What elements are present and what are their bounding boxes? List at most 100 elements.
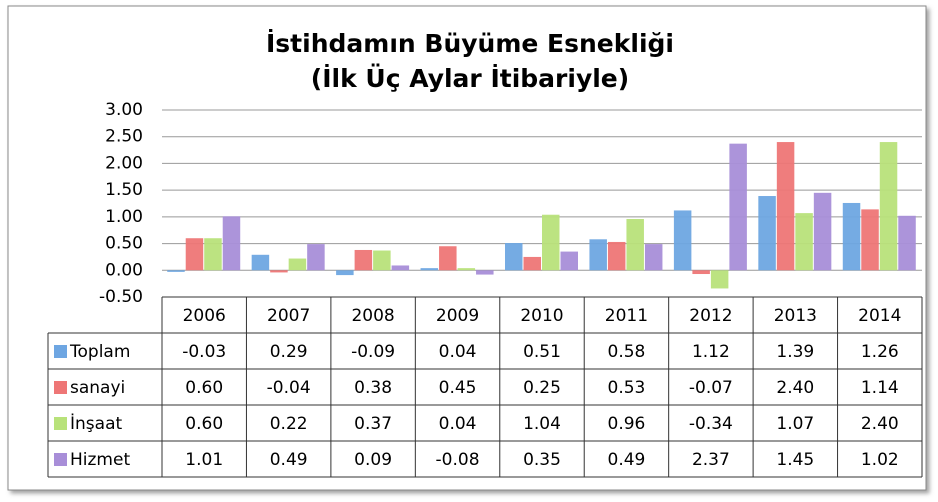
x-tick-label: 2013 — [774, 306, 817, 326]
table-value: -0.04 — [267, 378, 311, 398]
table-value: 0.60 — [185, 378, 223, 398]
table-value: 0.29 — [270, 342, 308, 362]
x-tick-label: 2008 — [351, 306, 394, 326]
table-value: 1.45 — [776, 450, 814, 470]
table-value: 0.04 — [439, 342, 477, 362]
bar — [607, 241, 626, 271]
table-value: 1.01 — [185, 450, 223, 470]
legend-label: sanayi — [70, 378, 125, 398]
bar — [758, 196, 776, 271]
legend-label: İnşaat — [70, 413, 122, 434]
bar — [505, 243, 523, 271]
bar — [523, 256, 541, 271]
table-value: 0.96 — [608, 414, 646, 434]
table-value: 2.40 — [776, 378, 814, 398]
table-value: 0.60 — [185, 414, 223, 434]
table-value: 0.37 — [354, 414, 392, 434]
x-tick-label: 2012 — [689, 306, 732, 326]
table-value: 1.26 — [861, 342, 899, 362]
table-value: 0.09 — [354, 450, 392, 470]
x-tick-label: 2009 — [436, 306, 479, 326]
bar — [270, 270, 288, 273]
bar — [457, 268, 476, 271]
bar — [336, 270, 354, 276]
table-value: -0.09 — [351, 342, 395, 362]
bar — [776, 142, 795, 271]
bar — [692, 270, 710, 275]
bar — [354, 249, 373, 271]
bar — [879, 142, 898, 271]
table-value: 2.40 — [861, 414, 899, 434]
x-tick-label: 2007 — [267, 306, 310, 326]
y-tick-label: 0.50 — [105, 234, 143, 254]
bar — [842, 202, 861, 271]
chart-title: İstihdamın Büyüme Esnekliği — [266, 28, 674, 58]
table-value: -0.07 — [689, 378, 733, 398]
table-value: 0.53 — [608, 378, 646, 398]
bar — [307, 244, 325, 271]
y-tick-label: 0.00 — [105, 260, 143, 280]
bar — [560, 251, 578, 271]
bar — [813, 192, 832, 271]
bar — [476, 270, 494, 275]
bar — [861, 209, 879, 271]
bar — [391, 265, 410, 271]
bar — [222, 216, 241, 271]
bar — [710, 270, 729, 289]
bar — [795, 213, 813, 271]
bar — [373, 250, 391, 271]
legend-swatch — [54, 381, 67, 394]
bar — [542, 214, 560, 271]
bar — [288, 258, 307, 271]
table-value: 0.22 — [270, 414, 308, 434]
table-value: -0.03 — [182, 342, 226, 362]
y-tick-label: 3.00 — [105, 100, 143, 120]
y-tick-label: 2.50 — [105, 127, 143, 147]
bar — [898, 215, 916, 271]
bar — [673, 210, 692, 271]
table-value: 0.49 — [270, 450, 308, 470]
table-value: 0.35 — [523, 450, 561, 470]
bar — [589, 239, 607, 271]
table-value: 0.58 — [608, 342, 646, 362]
x-tick-label: 2011 — [605, 306, 648, 326]
bar — [729, 143, 747, 271]
table-value: -0.08 — [436, 450, 480, 470]
x-tick-label: 2006 — [183, 306, 226, 326]
legend-swatch — [54, 453, 67, 466]
table-value: 0.49 — [608, 450, 646, 470]
table-value: 1.12 — [692, 342, 730, 362]
bar — [626, 218, 644, 271]
table-value: -0.34 — [689, 414, 733, 434]
table-value: 1.39 — [776, 342, 814, 362]
bar — [439, 246, 457, 271]
chart-subtitle: (İlk Üç Aylar İtibariyle) — [311, 63, 629, 93]
bar — [204, 238, 222, 271]
bar — [167, 270, 185, 272]
y-tick-label: 1.50 — [105, 180, 143, 200]
y-tick-label: -0.50 — [99, 287, 143, 307]
table-value: 0.25 — [523, 378, 561, 398]
table-value: 1.04 — [523, 414, 561, 434]
bar — [420, 268, 439, 271]
bar — [251, 254, 270, 271]
table-value: 2.37 — [692, 450, 730, 470]
x-tick-label: 2010 — [520, 306, 563, 326]
table-value: 0.38 — [354, 378, 392, 398]
x-tick-label: 2014 — [858, 306, 901, 326]
table-value: 0.45 — [439, 378, 477, 398]
table-value: 0.51 — [523, 342, 561, 362]
legend-swatch — [54, 417, 67, 430]
bar — [185, 238, 204, 271]
legend-label: Toplam — [69, 342, 130, 362]
legend-label: Hizmet — [70, 450, 130, 470]
table-value: 0.04 — [439, 414, 477, 434]
bar — [644, 244, 663, 271]
y-tick-label: 2.00 — [105, 153, 143, 173]
y-tick-label: 1.00 — [105, 207, 143, 227]
table-value: 1.02 — [861, 450, 899, 470]
legend-swatch — [54, 345, 67, 358]
table-value: 1.07 — [776, 414, 814, 434]
table-value: 1.14 — [861, 378, 899, 398]
